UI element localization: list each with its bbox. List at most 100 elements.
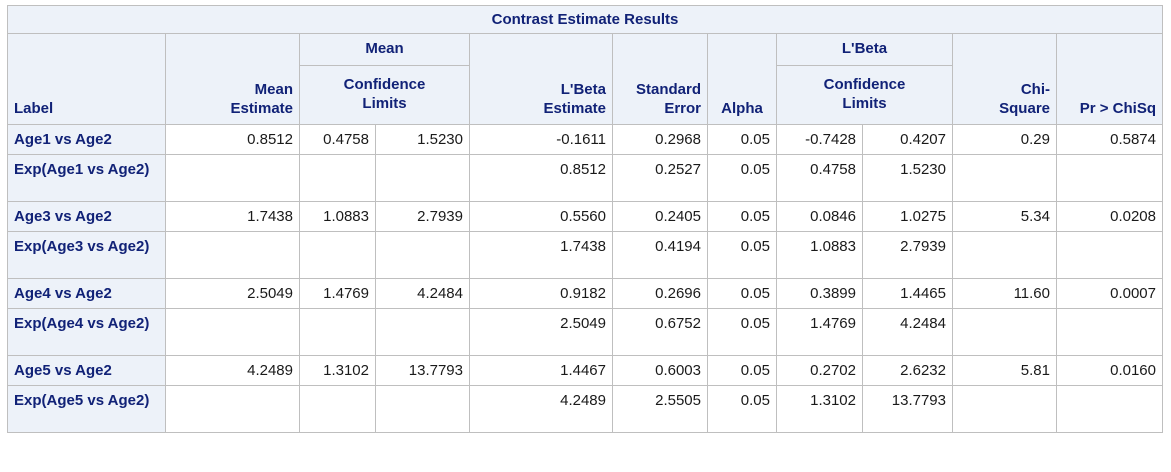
data-cell: 0.6003 bbox=[612, 355, 708, 386]
data-cell: 1.0883 bbox=[776, 231, 863, 279]
data-cell: 1.5230 bbox=[862, 154, 953, 202]
data-cell: 1.4769 bbox=[776, 308, 863, 356]
row-label: Age1 vs Age2 bbox=[7, 124, 166, 155]
data-cell bbox=[299, 231, 376, 279]
column-header-alpha: Alpha bbox=[707, 33, 777, 125]
column-header-pr-chisq: Pr > ChiSq bbox=[1056, 33, 1163, 125]
data-cell: 0.2405 bbox=[612, 201, 708, 232]
table-row: Age3 vs Age2 1.7438 1.0883 2.7939 0.5560 0.24… bbox=[7, 201, 1163, 232]
data-cell bbox=[952, 154, 1057, 202]
row-label: Exp(Age4 vs Age2) bbox=[7, 308, 166, 356]
data-cell bbox=[299, 308, 376, 356]
data-cell: 0.05 bbox=[707, 154, 777, 202]
data-cell: -0.1611 bbox=[469, 124, 613, 155]
data-cell: 1.3102 bbox=[776, 385, 863, 433]
data-cell: 1.7438 bbox=[469, 231, 613, 279]
data-cell: 4.2484 bbox=[862, 308, 953, 356]
table-title: Contrast Estimate Results bbox=[7, 5, 1163, 34]
data-cell: 1.7438 bbox=[165, 201, 300, 232]
data-cell: 1.4769 bbox=[299, 278, 376, 309]
data-cell bbox=[375, 154, 470, 202]
data-cell: 2.6232 bbox=[862, 355, 953, 386]
data-cell: 13.7793 bbox=[375, 355, 470, 386]
data-cell: 13.7793 bbox=[862, 385, 953, 433]
data-cell: 0.0007 bbox=[1056, 278, 1163, 309]
data-cell: 2.7939 bbox=[862, 231, 953, 279]
table-header: Contrast Estimate Results Label Mean Est… bbox=[7, 5, 1163, 125]
header-detail-row: Confidence Limits Confidence Limits bbox=[8, 65, 1163, 125]
data-cell: 0.8512 bbox=[165, 124, 300, 155]
data-cell: 0.0160 bbox=[1056, 355, 1163, 386]
data-cell bbox=[952, 231, 1057, 279]
data-cell bbox=[165, 231, 300, 279]
data-cell: 1.5230 bbox=[375, 124, 470, 155]
data-cell: 0.2968 bbox=[612, 124, 708, 155]
column-group-lbeta: L'Beta bbox=[776, 33, 953, 66]
data-cell bbox=[165, 154, 300, 202]
data-cell: 0.05 bbox=[707, 385, 777, 433]
data-cell: 1.4465 bbox=[862, 278, 953, 309]
data-cell: 0.2527 bbox=[612, 154, 708, 202]
data-cell: 0.0846 bbox=[776, 201, 863, 232]
data-cell: 0.29 bbox=[952, 124, 1057, 155]
data-cell: 0.4758 bbox=[299, 124, 376, 155]
data-cell bbox=[1056, 308, 1163, 356]
data-cell: 4.2484 bbox=[375, 278, 470, 309]
data-cell: 2.5049 bbox=[469, 308, 613, 356]
table-row: Exp(Age4 vs Age2) 2.5049 0.6752 0.05 1.4769 4… bbox=[7, 308, 1163, 356]
data-cell: 0.05 bbox=[707, 278, 777, 309]
column-group-mean: Mean bbox=[299, 33, 470, 66]
column-header-lbeta-confidence-limits: Confidence Limits bbox=[776, 65, 953, 125]
row-label: Age3 vs Age2 bbox=[7, 201, 166, 232]
table-body: Age1 vs Age2 0.8512 0.4758 1.5230 -0.1611 0.2… bbox=[7, 124, 1163, 433]
column-header-mean-confidence-limits: Confidence Limits bbox=[299, 65, 470, 125]
data-cell: 0.05 bbox=[707, 308, 777, 356]
column-header-chi-square: Chi- Square bbox=[952, 33, 1057, 125]
data-cell bbox=[299, 154, 376, 202]
data-cell: 1.0883 bbox=[299, 201, 376, 232]
table-row: Age4 vs Age2 2.5049 1.4769 4.2484 0.9182 0.26… bbox=[7, 278, 1163, 309]
data-cell bbox=[165, 308, 300, 356]
data-cell bbox=[1056, 385, 1163, 433]
row-label: Exp(Age1 vs Age2) bbox=[7, 154, 166, 202]
contrast-estimate-results-table: Contrast Estimate Results Label Mean Est… bbox=[7, 5, 1163, 433]
row-label: Age5 vs Age2 bbox=[7, 355, 166, 386]
data-cell: 4.2489 bbox=[165, 355, 300, 386]
data-cell: 0.05 bbox=[707, 355, 777, 386]
data-cell: 0.05 bbox=[707, 124, 777, 155]
data-cell bbox=[375, 385, 470, 433]
row-label: Age4 vs Age2 bbox=[7, 278, 166, 309]
data-cell: 2.7939 bbox=[375, 201, 470, 232]
data-cell: 0.2702 bbox=[776, 355, 863, 386]
data-cell: 0.2696 bbox=[612, 278, 708, 309]
table-row: Exp(Age1 vs Age2) 0.8512 0.2527 0.05 0.4758 1… bbox=[7, 154, 1163, 202]
data-cell bbox=[165, 385, 300, 433]
table-row: Exp(Age5 vs Age2) 4.2489 2.5505 0.05 1.3102 1… bbox=[7, 385, 1163, 433]
data-cell: 0.05 bbox=[707, 231, 777, 279]
data-cell bbox=[952, 385, 1057, 433]
data-cell: 0.4758 bbox=[776, 154, 863, 202]
data-cell bbox=[375, 308, 470, 356]
data-cell: 4.2489 bbox=[469, 385, 613, 433]
column-header-lbeta-estimate: L'Beta Estimate bbox=[469, 33, 613, 125]
data-cell bbox=[952, 308, 1057, 356]
table-row: Age5 vs Age2 4.2489 1.3102 13.7793 1.4467 0.6… bbox=[7, 355, 1163, 386]
data-cell: 2.5505 bbox=[612, 385, 708, 433]
data-cell bbox=[1056, 231, 1163, 279]
data-cell: 5.81 bbox=[952, 355, 1057, 386]
data-cell: 0.6752 bbox=[612, 308, 708, 356]
data-cell: 0.9182 bbox=[469, 278, 613, 309]
title-row: Contrast Estimate Results bbox=[7, 5, 1163, 34]
data-cell: 0.8512 bbox=[469, 154, 613, 202]
column-header-mean-estimate: Mean Estimate bbox=[165, 33, 300, 125]
column-header-label: Label bbox=[7, 33, 166, 125]
data-cell: 0.3899 bbox=[776, 278, 863, 309]
data-cell: 0.4194 bbox=[612, 231, 708, 279]
data-cell: 1.4467 bbox=[469, 355, 613, 386]
data-cell bbox=[375, 231, 470, 279]
data-cell: 1.3102 bbox=[299, 355, 376, 386]
table-row: Age1 vs Age2 0.8512 0.4758 1.5230 -0.1611 0.2… bbox=[7, 124, 1163, 155]
data-cell: 0.5874 bbox=[1056, 124, 1163, 155]
data-cell: 11.60 bbox=[952, 278, 1057, 309]
row-label: Exp(Age5 vs Age2) bbox=[7, 385, 166, 433]
